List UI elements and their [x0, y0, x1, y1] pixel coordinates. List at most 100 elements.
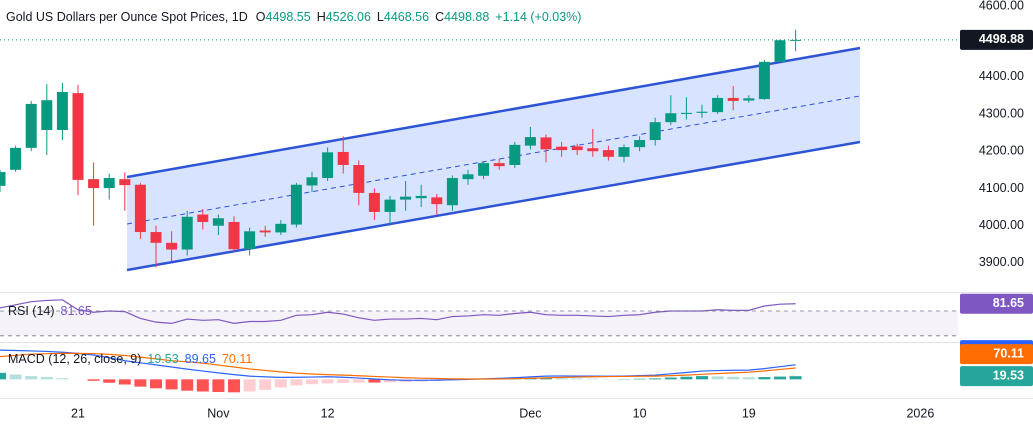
- histogram-bar: [680, 376, 693, 380]
- histogram-price-label: 19.53: [993, 368, 1024, 382]
- rsi-line: [0, 299, 796, 325]
- candle-body: [259, 230, 271, 233]
- histogram-bar: [742, 377, 755, 380]
- histogram-bar: [259, 379, 272, 390]
- candle-body: [181, 216, 193, 250]
- rsi-price-box: [960, 293, 1033, 314]
- candle-body: [524, 137, 536, 146]
- candle-body: [400, 196, 412, 200]
- candle-body: [680, 112, 692, 114]
- histogram-bar: [368, 379, 381, 383]
- candle-body: [166, 242, 178, 250]
- channel-middle: [126, 95, 861, 225]
- histogram-bar: [571, 378, 584, 380]
- histogram-bar: [0, 372, 6, 380]
- histogram-bar: [758, 377, 771, 380]
- ohlc-label: O: [256, 10, 266, 24]
- histogram-bar: [384, 379, 396, 383]
- candle-body: [290, 184, 302, 225]
- y-tick-label: 4000.00: [979, 218, 1024, 232]
- histogram-bar: [118, 379, 131, 385]
- candle-body: [56, 91, 68, 130]
- candle-body: [478, 163, 490, 176]
- candle-body: [509, 144, 521, 165]
- candle-body: [353, 164, 365, 193]
- histogram-bar: [633, 378, 646, 380]
- histogram-bar: [555, 377, 568, 380]
- candle-body: [25, 103, 37, 148]
- histogram-bar: [789, 376, 802, 380]
- candle-body: [134, 184, 146, 233]
- candle-body: [10, 147, 22, 170]
- signal-price-box: [960, 344, 1033, 365]
- candle-body: [0, 172, 6, 186]
- histogram-bar: [25, 376, 38, 380]
- signal-line: [0, 352, 796, 380]
- histogram-bar: [306, 379, 318, 385]
- rsi-band-fill: [0, 310, 958, 336]
- last-price-label: 4498.88: [979, 32, 1024, 46]
- candle-body: [384, 199, 396, 212]
- histogram-price-box: [960, 366, 1033, 387]
- rsi-legend: RSI (14) 81.65: [8, 304, 92, 318]
- candle-body: [618, 147, 630, 157]
- candle-body: [727, 97, 739, 101]
- y-tick-label: 3900.00: [979, 255, 1024, 269]
- candle-body: [72, 93, 84, 180]
- candle-body: [322, 152, 334, 179]
- histogram-bar: [321, 379, 334, 384]
- histogram-bar: [228, 379, 240, 393]
- candle-body: [197, 214, 209, 222]
- histogram-bar: [40, 377, 53, 380]
- histogram-bar: [212, 379, 225, 392]
- histogram-bar: [196, 379, 209, 392]
- x-tick-label: 2026: [906, 406, 934, 420]
- candle-body: [228, 221, 240, 250]
- y-tick-label: 4100.00: [979, 181, 1024, 195]
- x-tick-label: Dec: [519, 406, 541, 420]
- histogram-bar: [87, 379, 100, 381]
- candle-body: [275, 223, 287, 233]
- low-value: 4468.56: [384, 10, 429, 24]
- y-tick-label: 4600.00: [979, 0, 1024, 12]
- open-value: 4498.55: [266, 10, 311, 24]
- candle-body: [337, 151, 349, 165]
- macd-value: 89.65: [185, 352, 216, 366]
- candle-body: [649, 122, 661, 141]
- candle-body: [634, 140, 646, 148]
- candle-body: [446, 178, 458, 206]
- candle-body: [103, 178, 115, 189]
- ohlc-label: L: [377, 10, 384, 24]
- candle-body: [462, 174, 474, 180]
- histogram-bar: [586, 378, 599, 380]
- candle-body: [587, 148, 599, 152]
- histogram-bar: [352, 379, 365, 383]
- candle-body: [712, 97, 724, 113]
- high-value: 4526.06: [326, 10, 371, 24]
- candle-body: [556, 146, 568, 151]
- candle-body: [743, 98, 755, 101]
- histogram-bar: [103, 379, 116, 383]
- x-tick-label: Nov: [207, 406, 230, 420]
- histogram-bar: [649, 378, 662, 380]
- candle-body: [571, 146, 583, 151]
- ohlc-label: H: [317, 10, 326, 24]
- candle-body: [665, 113, 677, 123]
- candle-body: [41, 100, 53, 130]
- candle-body: [368, 192, 380, 212]
- histogram-value: 19.53: [147, 352, 178, 366]
- y-tick-label: 4200.00: [979, 144, 1024, 158]
- candle-body: [88, 179, 100, 189]
- macd-line: [0, 349, 796, 381]
- histogram-bar: [150, 379, 162, 389]
- ohlc-label: C: [435, 10, 444, 24]
- candle-body: [774, 40, 786, 62]
- candle-body: [244, 231, 256, 250]
- candle-body: [758, 61, 770, 100]
- close-value: 4498.88: [444, 10, 489, 24]
- chart-title: Gold US Dollars per Ounce Spot Prices, 1…: [6, 10, 248, 24]
- x-tick-label: 12: [321, 406, 335, 420]
- chart-header: Gold US Dollars per Ounce Spot Prices, 1…: [6, 10, 581, 24]
- histogram-bar: [165, 379, 178, 390]
